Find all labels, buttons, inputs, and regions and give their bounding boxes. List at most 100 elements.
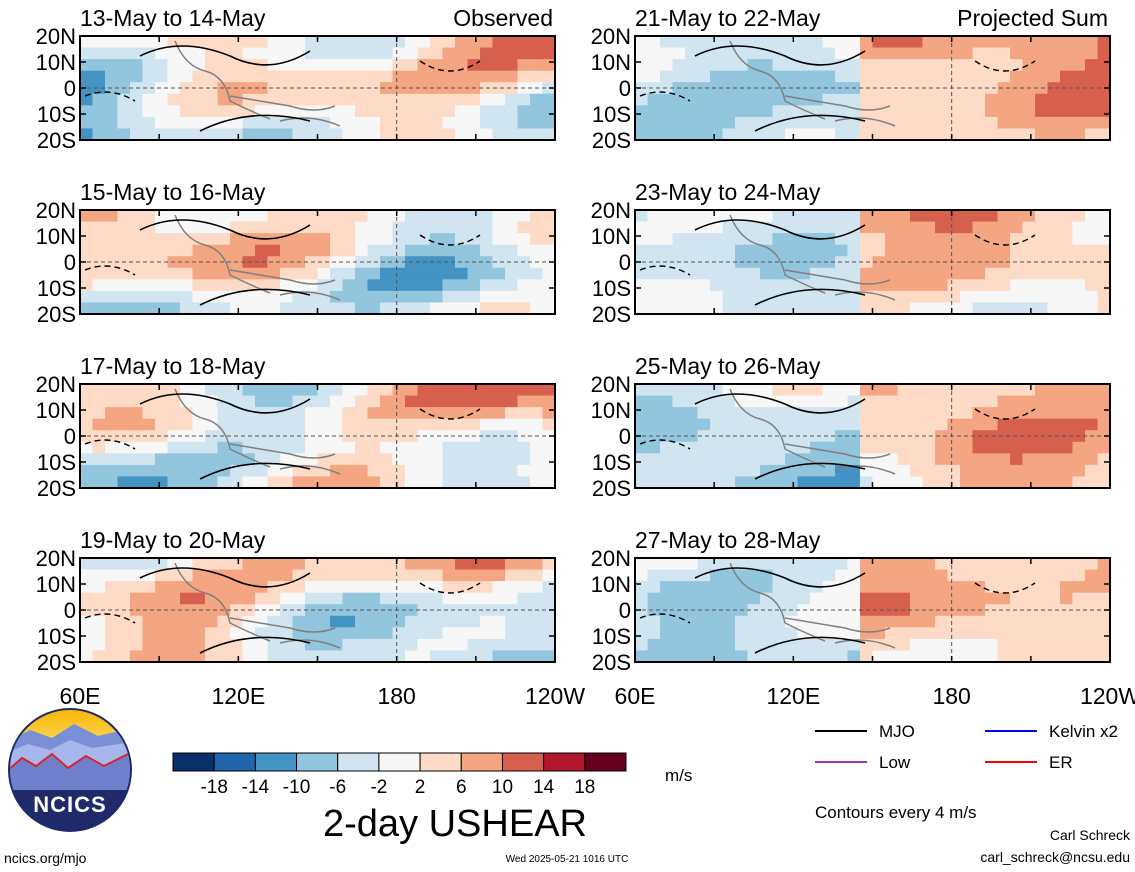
shade-cell bbox=[672, 267, 686, 280]
shade-cell bbox=[217, 476, 231, 488]
shade-cell bbox=[480, 453, 494, 466]
shade-cell bbox=[392, 395, 406, 408]
shade-cell bbox=[367, 407, 381, 420]
shade-cell bbox=[230, 244, 244, 257]
shade-cell bbox=[1047, 116, 1061, 130]
shade-cell bbox=[1085, 302, 1099, 314]
shade-cell bbox=[480, 395, 494, 408]
shade-cell bbox=[80, 430, 94, 443]
shade-cell bbox=[130, 615, 144, 628]
shade-cell bbox=[230, 453, 244, 466]
shade-cell bbox=[292, 650, 306, 662]
shade-cell bbox=[167, 418, 181, 431]
shade-cell bbox=[517, 290, 531, 304]
shade-cell bbox=[142, 476, 156, 488]
shade-cell bbox=[935, 290, 949, 304]
shade-cell bbox=[405, 233, 419, 246]
shade-cell bbox=[317, 210, 331, 223]
shade-cell bbox=[985, 221, 999, 234]
shade-cell bbox=[367, 581, 381, 594]
shade-cell bbox=[405, 638, 419, 652]
shade-cell bbox=[505, 604, 519, 617]
shade-cell bbox=[380, 279, 394, 292]
shade-cell bbox=[897, 210, 911, 223]
shade-cell bbox=[860, 418, 874, 431]
shade-cell bbox=[1035, 615, 1049, 628]
shade-cell bbox=[117, 581, 131, 594]
shade-cell bbox=[635, 105, 649, 118]
shade-cell bbox=[442, 267, 456, 280]
shade-cell bbox=[910, 569, 924, 582]
shade-cell bbox=[772, 650, 786, 662]
shade-cell bbox=[910, 93, 924, 106]
shade-cell bbox=[735, 615, 749, 628]
shade-cell bbox=[885, 604, 899, 617]
shade-cell bbox=[1097, 82, 1110, 95]
shade-cell bbox=[710, 59, 724, 72]
shade-cell bbox=[822, 627, 836, 640]
shade-cell bbox=[1035, 627, 1049, 640]
shade-cell bbox=[872, 256, 886, 269]
shade-cell bbox=[442, 256, 456, 269]
shade-cell bbox=[1047, 210, 1061, 223]
shade-cell bbox=[430, 279, 444, 292]
shade-cell bbox=[205, 558, 219, 571]
shade-cell bbox=[985, 650, 999, 662]
shade-cell bbox=[972, 233, 986, 246]
shade-cell bbox=[292, 128, 306, 140]
shade-cell bbox=[972, 290, 986, 304]
shade-cell bbox=[367, 476, 381, 488]
shade-cell bbox=[430, 592, 444, 605]
shade-cell bbox=[342, 47, 356, 60]
shade-cell bbox=[542, 116, 555, 130]
shade-cell bbox=[317, 128, 331, 140]
shade-cell bbox=[117, 441, 131, 454]
shade-cell bbox=[822, 430, 836, 443]
shade-cell bbox=[105, 558, 119, 571]
shade-cell bbox=[760, 93, 774, 106]
shade-cell bbox=[760, 105, 774, 118]
shade-cell bbox=[1022, 116, 1036, 130]
shade-cell bbox=[1035, 116, 1049, 130]
shade-cell bbox=[922, 221, 936, 234]
shade-cell bbox=[367, 116, 381, 130]
panel-title: 15-May to 16-May bbox=[80, 179, 266, 205]
figure-title: 2-day USHEAR bbox=[323, 803, 587, 845]
shade-cell bbox=[872, 592, 886, 605]
shade-cell bbox=[517, 476, 531, 488]
shade-cell bbox=[255, 210, 269, 223]
shade-cell bbox=[997, 279, 1011, 292]
shade-cell bbox=[467, 407, 481, 420]
shade-cell bbox=[205, 105, 219, 118]
shade-cell bbox=[92, 256, 106, 269]
shade-cell bbox=[242, 221, 256, 234]
shade-cell bbox=[455, 70, 469, 83]
shade-cell bbox=[317, 627, 331, 640]
shade-cell bbox=[747, 558, 761, 571]
shade-cell bbox=[392, 453, 406, 466]
shade-cell bbox=[697, 256, 711, 269]
shade-cell bbox=[305, 395, 319, 408]
shade-cell bbox=[860, 581, 874, 594]
shade-cell bbox=[455, 36, 469, 49]
shade-cell bbox=[505, 418, 519, 431]
shade-cell bbox=[405, 70, 419, 83]
shade-cell bbox=[847, 441, 861, 454]
shade-cell bbox=[960, 558, 974, 571]
shade-cell bbox=[155, 267, 169, 280]
shade-cell bbox=[155, 105, 169, 118]
shade-cell bbox=[972, 627, 986, 640]
shade-cell bbox=[1072, 638, 1086, 652]
shade-cell bbox=[542, 650, 555, 662]
shade-cell bbox=[660, 558, 674, 571]
shade-cell bbox=[505, 267, 519, 280]
shade-cell bbox=[797, 464, 811, 478]
x-tick-label: 60E bbox=[60, 683, 101, 709]
shade-cell bbox=[860, 627, 874, 640]
shade-cell bbox=[480, 615, 494, 628]
shade-cell bbox=[130, 453, 144, 466]
shade-cell bbox=[760, 279, 774, 292]
shade-cell bbox=[105, 279, 119, 292]
shade-cell bbox=[947, 476, 961, 488]
shade-cell bbox=[405, 581, 419, 594]
